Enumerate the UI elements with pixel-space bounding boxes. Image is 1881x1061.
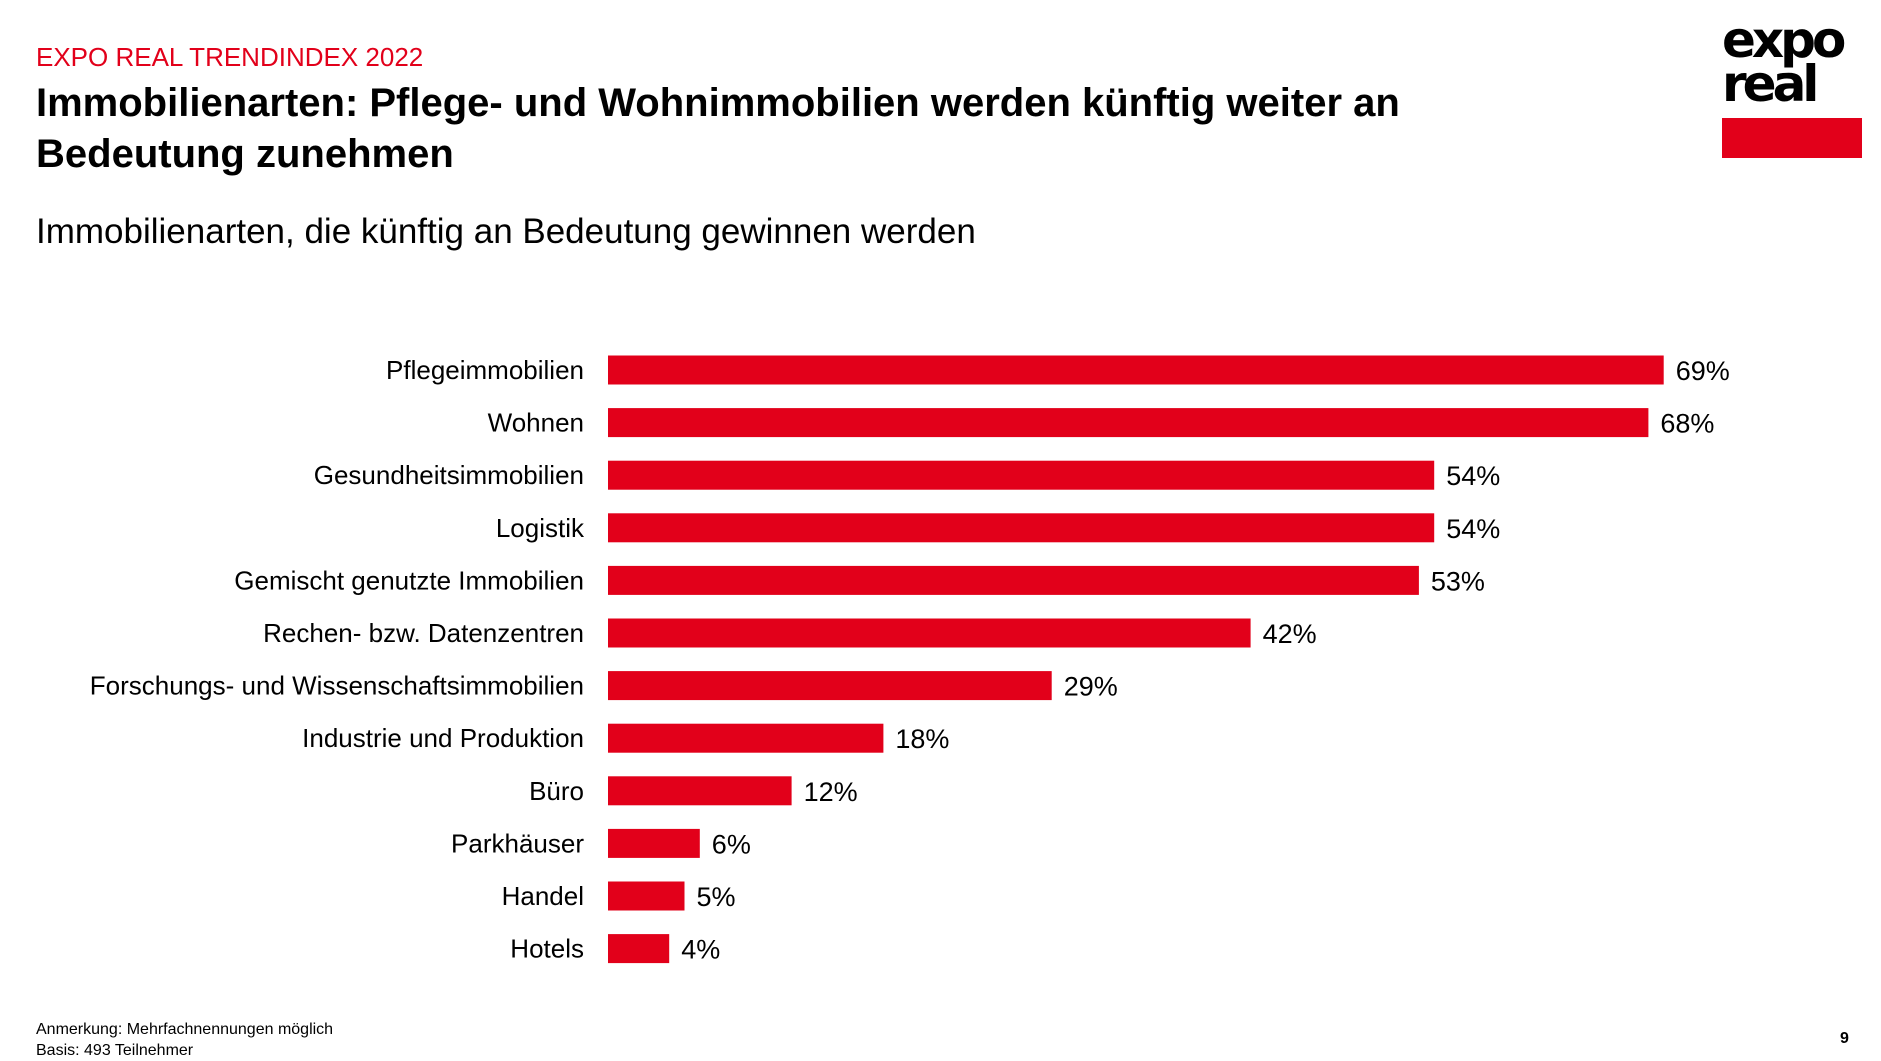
category-label: Forschungs- und Wissenschaftsimmobilien xyxy=(90,671,584,701)
logo-wordmark: expo real xyxy=(1722,11,1862,113)
footnote-base: Basis: 493 Teilnehmer xyxy=(36,1042,194,1059)
category-label: Handel xyxy=(502,881,584,911)
bar xyxy=(608,723,884,753)
bar xyxy=(608,828,700,858)
bar-chart: Pflegeimmobilien 69% Wohnen 68% Gesundheitsi… xyxy=(90,355,1730,965)
value-label: 54% xyxy=(1446,461,1500,491)
logo-line-2: real xyxy=(1722,55,1819,113)
value-label: 12% xyxy=(804,777,858,807)
bar xyxy=(608,565,1419,595)
bar xyxy=(608,881,685,911)
bar xyxy=(608,408,1649,438)
category-label: Pflegeimmobilien xyxy=(386,355,584,385)
category-label: Hotels xyxy=(510,934,584,964)
value-label: 4% xyxy=(681,935,720,965)
value-label: 18% xyxy=(895,724,949,754)
value-label: 69% xyxy=(1676,356,1730,386)
bar xyxy=(608,460,1435,490)
category-label: Logistik xyxy=(496,513,585,543)
category-label: Büro xyxy=(529,776,584,806)
value-label: 29% xyxy=(1064,672,1118,702)
report-kicker: EXPO REAL TRENDINDEX 2022 xyxy=(36,42,424,72)
bar xyxy=(608,776,792,806)
value-label: 5% xyxy=(697,882,736,912)
category-label: Parkhäuser xyxy=(451,828,584,858)
category-label: Gesundheitsimmobilien xyxy=(314,460,584,490)
bar xyxy=(608,934,670,964)
page-number: 9 xyxy=(1840,1030,1849,1047)
value-label: 68% xyxy=(1660,409,1714,439)
footnote-note: Anmerkung: Mehrfachnennungen möglich xyxy=(36,1021,334,1038)
page-title: Immobilienarten: Pflege- und Wohnimmobil… xyxy=(36,81,1400,176)
category-label: Industrie und Produktion xyxy=(302,723,584,753)
bar xyxy=(608,618,1251,648)
bar xyxy=(608,513,1435,543)
chart-title: Immobilienarten, die künftig an Bedeutun… xyxy=(36,212,976,251)
logo-red-bar xyxy=(1722,118,1862,158)
value-label: 54% xyxy=(1446,514,1500,544)
value-label: 42% xyxy=(1263,619,1317,649)
bar xyxy=(608,671,1052,701)
bar xyxy=(608,355,1664,385)
category-label: Rechen- bzw. Datenzentren xyxy=(263,618,584,648)
expo-real-logo: expo real xyxy=(1722,11,1862,158)
category-label: Gemischt genutzte Immobilien xyxy=(234,565,584,595)
logo-line-1: expo xyxy=(1722,11,1846,69)
value-label: 53% xyxy=(1431,566,1485,596)
value-label: 6% xyxy=(712,829,751,859)
category-label: Wohnen xyxy=(488,408,584,438)
